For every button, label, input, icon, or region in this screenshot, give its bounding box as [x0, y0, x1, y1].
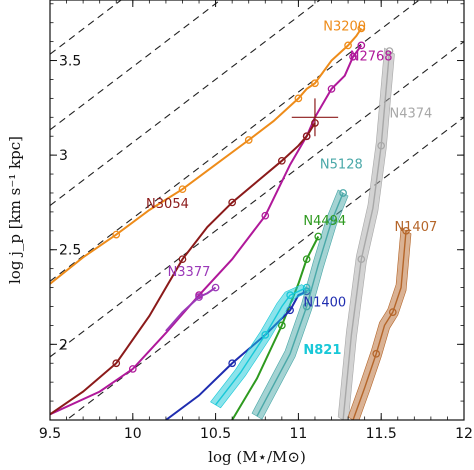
- series-label-n3377: N3377: [168, 265, 211, 280]
- series-point-n2768: [261, 211, 270, 220]
- x-tick-label: 9.5: [39, 426, 61, 442]
- series-line-n4374: [342, 51, 391, 420]
- series-line-n1407: [352, 230, 407, 420]
- axes: 9.5 10 10.5 11 11.5 12 2 2.5 3 3.5 log (M⋆/M⊙) log …: [6, 0, 473, 466]
- series-point-n4374: [377, 141, 386, 150]
- y-axis-label: log j_p [km s⁻¹ kpc]: [6, 136, 24, 284]
- measurement-marker: [291, 98, 339, 137]
- x-tick-label: 11: [289, 426, 307, 442]
- x-axis-label: log (M⋆/M⊙): [208, 448, 306, 466]
- series-point-n4494: [277, 321, 286, 330]
- series-point-n3200: [112, 230, 121, 239]
- series-layer: [50, 24, 412, 420]
- series-label-n1400: N1400: [303, 295, 346, 310]
- series-point-n3054: [302, 132, 311, 141]
- series-point-n3200: [357, 24, 366, 33]
- series-point-n3054: [178, 255, 187, 264]
- x-tick-label: 10: [124, 426, 142, 442]
- series-label-n5128: N5128: [320, 157, 363, 172]
- x-tick-label: 12: [455, 426, 473, 442]
- series-label-n3054: N3054: [146, 197, 189, 212]
- series-point-n3377: [211, 283, 220, 292]
- series-point-n2768: [128, 365, 137, 373]
- reference-line-2: [50, 0, 421, 282]
- series-point-n2768: [357, 41, 366, 50]
- series-point-n1407: [388, 308, 397, 317]
- series-point-n3200: [244, 136, 253, 144]
- y-tick-label: 3: [59, 148, 68, 164]
- x-tick-label: 10.5: [200, 426, 231, 442]
- series-point-n3054: [228, 198, 237, 207]
- series-line-n5128: [256, 192, 344, 417]
- series-point-n4494: [302, 255, 311, 264]
- series-point-n4374: [357, 255, 366, 264]
- series-point-n3200: [311, 79, 319, 88]
- plot-frame: [49, 0, 465, 421]
- x-tick-label: 11.5: [366, 426, 397, 442]
- series-point-n5128: [302, 302, 311, 311]
- y-tick-label: 2: [59, 337, 68, 353]
- series-point-n821: [286, 291, 294, 299]
- series-point-n3200: [294, 94, 303, 103]
- series-point-n3054: [112, 359, 121, 368]
- series-line-n3200: [50, 27, 363, 285]
- series-label-n1407: N1407: [394, 220, 437, 235]
- series-point-n3377: [195, 293, 203, 301]
- series-line-n3054: [50, 122, 316, 416]
- reference-lines: [50, 0, 464, 420]
- series-label-n4374: N4374: [389, 106, 432, 121]
- reference-line-4: [50, 0, 222, 131]
- series-point-n1400: [286, 306, 294, 315]
- series-point-n3200: [344, 41, 352, 50]
- reference-line-5: [50, 0, 123, 55]
- label-layer: N3200 N2768 N3054 N3377 N4494 N1400 N821 N5128 N…: [146, 19, 437, 358]
- series-line-n2768: [50, 44, 363, 416]
- reference-line-0: [65, 116, 464, 420]
- series-line-n3377: [165, 286, 217, 332]
- series-line-n821: [215, 286, 307, 406]
- series-point-n2768: [349, 52, 357, 61]
- series-point-n4374: [385, 47, 394, 55]
- series-band-n1407: [347, 227, 412, 420]
- reference-line-3: [50, 0, 321, 206]
- y-tick-label: 2.5: [59, 243, 81, 259]
- series-point-n1407: [402, 226, 410, 235]
- series-label-n3200: N3200: [323, 19, 366, 34]
- series-point-n3200: [178, 185, 187, 194]
- series-point-n821: [261, 331, 270, 339]
- series-point-n5128: [327, 217, 336, 226]
- series-point-n1400: [228, 359, 237, 368]
- series-point-n3054: [277, 156, 286, 165]
- series-label-n821: N821: [303, 343, 341, 358]
- reference-line-1: [50, 41, 464, 358]
- series-label-n2768: N2768: [350, 50, 393, 65]
- series-point-n2768: [327, 85, 336, 93]
- y-tick-label: 3.5: [59, 54, 81, 70]
- series-label-n4494: N4494: [303, 214, 346, 229]
- series-point-n1407: [372, 349, 381, 358]
- series-point-n5128: [339, 189, 347, 197]
